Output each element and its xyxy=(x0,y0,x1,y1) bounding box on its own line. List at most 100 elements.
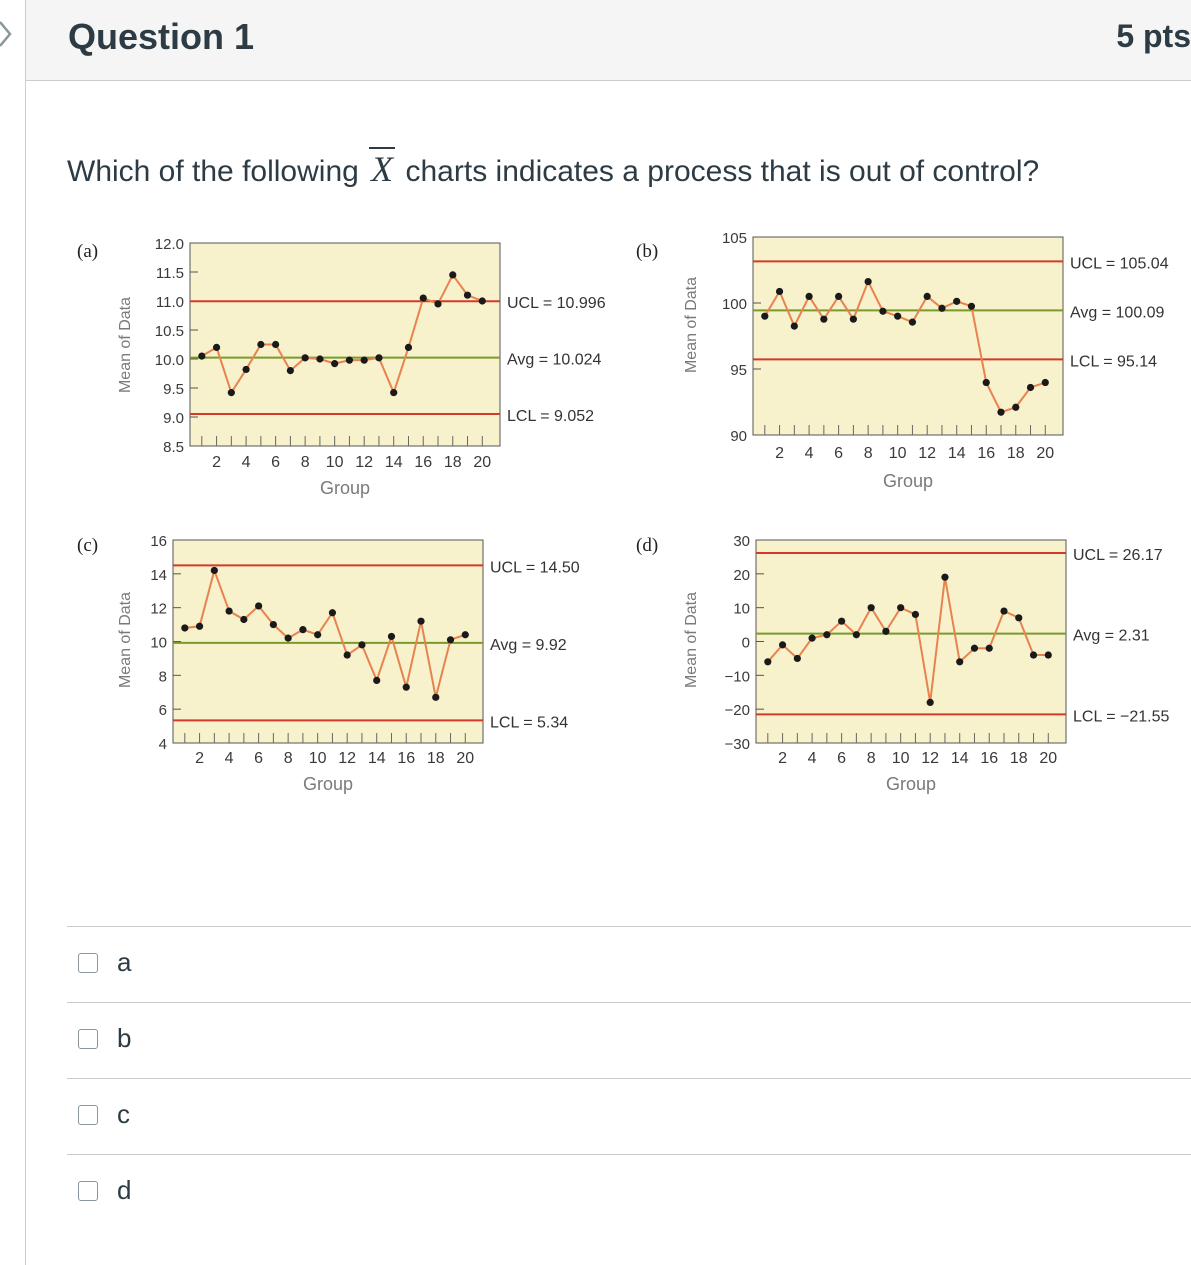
avg-label: Avg = 2.31 xyxy=(1073,628,1150,645)
x-bar-symbol: X xyxy=(367,147,397,190)
plot-area xyxy=(189,242,501,447)
y-tick-label: 9.5 xyxy=(163,381,184,398)
answer-checkbox[interactable] xyxy=(78,1029,98,1049)
x-tick-label: 2 xyxy=(778,750,787,767)
data-point xyxy=(463,291,472,299)
x-tick-label: 20 xyxy=(456,750,474,767)
data-point xyxy=(997,408,1005,416)
x-tick-label: 12 xyxy=(921,750,939,767)
data-point xyxy=(867,604,875,612)
data-point xyxy=(225,607,233,615)
x-tick-label: 10 xyxy=(326,454,344,471)
data-point xyxy=(286,367,294,375)
x-tick-label: 16 xyxy=(397,750,415,767)
data-point xyxy=(446,636,455,644)
y-tick-label: 10.0 xyxy=(155,352,184,369)
answer-option-d[interactable]: d xyxy=(67,1155,1191,1229)
data-point xyxy=(838,617,846,625)
x-tick-label: 20 xyxy=(1036,445,1054,462)
data-point xyxy=(761,312,769,320)
answer-option-c[interactable]: c xyxy=(67,1079,1191,1153)
y-tick-label: 95 xyxy=(730,362,747,379)
data-point xyxy=(210,566,218,575)
x-tick-label: 8 xyxy=(284,750,293,767)
answer-label: b xyxy=(117,1023,132,1053)
x-tick-label: 8 xyxy=(867,750,876,767)
x-tick-label: 2 xyxy=(775,445,784,462)
data-point xyxy=(1015,614,1023,622)
ucl-label: UCL = 14.50 xyxy=(490,559,580,576)
data-point xyxy=(360,356,368,364)
chart-b: (b) 105 100 95 90 2 4 6 8 10 12 14 16 18 20 Group Mean o… xyxy=(636,230,1169,491)
data-point xyxy=(434,300,442,308)
data-point xyxy=(255,602,263,610)
answer-checkbox[interactable] xyxy=(78,953,98,973)
x-tick-label: 8 xyxy=(301,454,310,471)
x-tick-label: 14 xyxy=(948,445,966,462)
ucl-label: UCL = 10.996 xyxy=(507,295,606,312)
ucl-label: UCL = 105.04 xyxy=(1070,255,1169,272)
data-point xyxy=(198,352,206,360)
question-header: Question 1 5 pts xyxy=(26,0,1191,81)
data-point xyxy=(272,340,280,349)
answer-option-b[interactable]: b xyxy=(67,1003,1191,1077)
y-tick-label: 90 xyxy=(730,428,747,445)
x-tick-label: 14 xyxy=(385,454,403,471)
data-point xyxy=(1000,607,1008,615)
lcl-label: LCL = 95.14 xyxy=(1070,353,1157,370)
x-tick-label: 4 xyxy=(225,750,234,767)
answer-divider xyxy=(67,1002,1191,1003)
x-tick-label: 4 xyxy=(242,454,251,471)
data-point xyxy=(970,644,979,652)
chevron-right-icon[interactable] xyxy=(0,14,16,54)
data-point xyxy=(808,634,816,642)
y-axis-title: Mean of Data xyxy=(117,297,134,393)
prompt-text-after: charts indicates a process that is out o… xyxy=(405,155,1040,188)
data-point xyxy=(343,651,351,659)
data-point xyxy=(1012,403,1020,411)
y-tick-label: −30 xyxy=(725,736,750,753)
x-tick-label: 4 xyxy=(805,445,814,462)
y-tick-label: −20 xyxy=(725,702,750,719)
data-point xyxy=(375,354,383,362)
x-tick-label: 12 xyxy=(338,750,356,767)
data-point xyxy=(417,617,425,625)
data-point xyxy=(790,322,798,330)
data-point xyxy=(926,698,934,707)
answer-checkbox[interactable] xyxy=(78,1105,98,1125)
data-point xyxy=(879,307,887,315)
y-axis-title: Mean of Data xyxy=(683,592,700,688)
x-tick-label: 20 xyxy=(473,454,491,471)
y-tick-label: 6 xyxy=(159,702,167,719)
data-point xyxy=(967,302,976,310)
data-point xyxy=(953,297,961,305)
data-point xyxy=(911,610,920,619)
data-point xyxy=(775,287,784,296)
answer-label: c xyxy=(117,1099,130,1129)
x-tick-label: 18 xyxy=(1007,445,1025,462)
data-point xyxy=(478,297,486,305)
x-tick-label: 14 xyxy=(368,750,386,767)
panel-label: (a) xyxy=(77,241,98,262)
answer-checkbox[interactable] xyxy=(78,1181,98,1201)
data-point xyxy=(181,624,189,632)
x-tick-label: 6 xyxy=(254,750,263,767)
x-tick-label: 18 xyxy=(427,750,445,767)
x-tick-label: 16 xyxy=(977,445,995,462)
data-point xyxy=(390,389,398,397)
y-tick-label: 10 xyxy=(733,601,750,618)
data-point xyxy=(404,343,413,351)
data-point xyxy=(882,627,890,635)
x-tick-label: 10 xyxy=(889,445,907,462)
data-point xyxy=(299,626,307,634)
data-point xyxy=(1044,651,1052,659)
data-point xyxy=(358,641,366,649)
x-tick-label: 18 xyxy=(1010,750,1028,767)
y-tick-label: −10 xyxy=(725,668,750,685)
data-point xyxy=(849,315,857,323)
answer-label: a xyxy=(117,947,132,977)
data-point xyxy=(314,631,322,639)
answer-option-a[interactable]: a xyxy=(67,927,1191,1001)
data-point xyxy=(432,693,440,701)
y-tick-label: 12.0 xyxy=(155,236,184,253)
